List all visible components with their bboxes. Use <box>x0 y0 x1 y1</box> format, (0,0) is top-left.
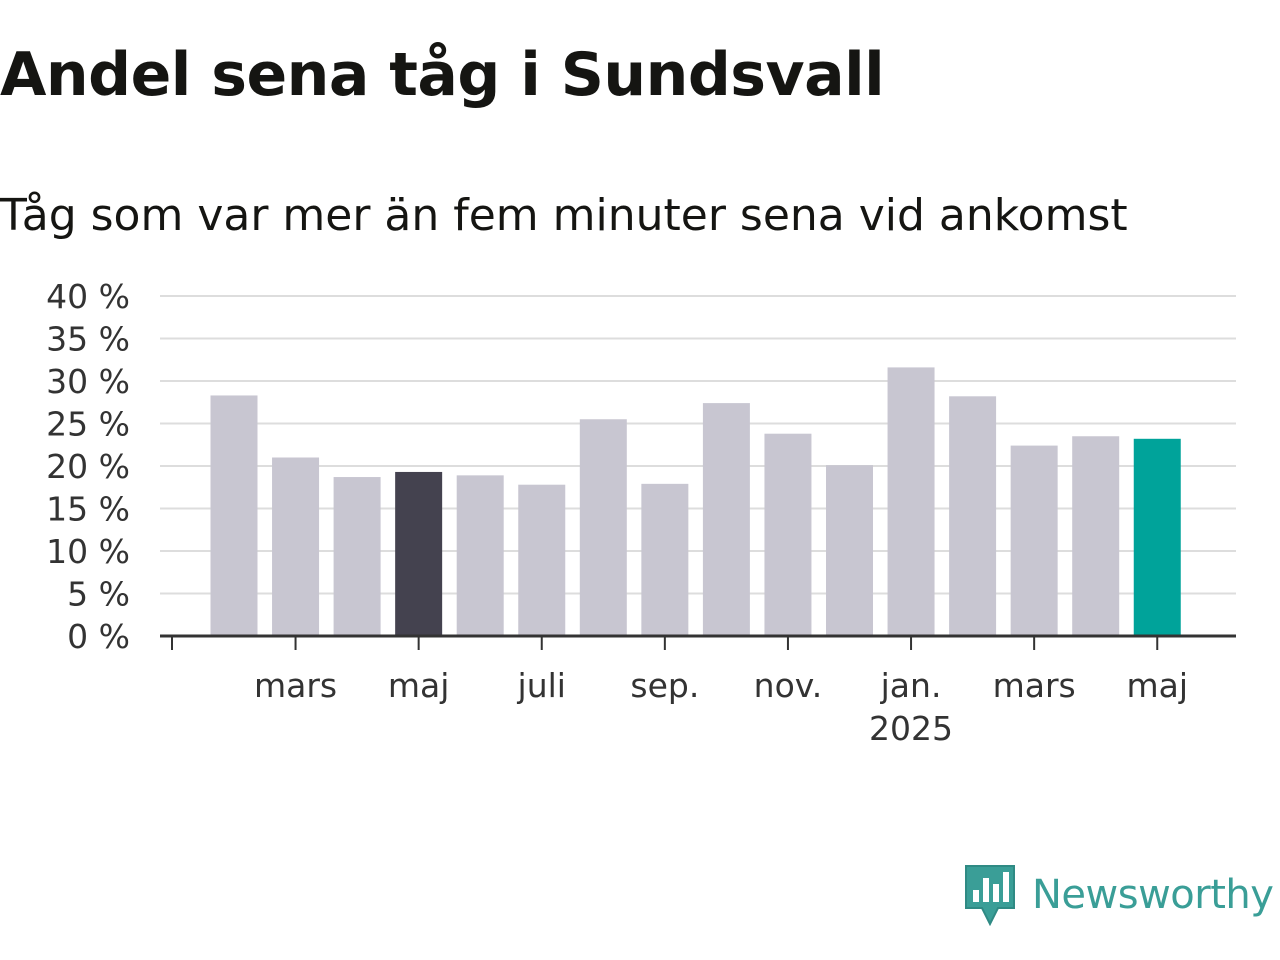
bar-2024-03 <box>272 457 320 636</box>
y-tick-label: 15 % <box>46 490 130 529</box>
brand-logo: Newsworthy <box>964 864 1274 926</box>
x-tick-label: maj <box>1126 666 1188 705</box>
bar-2025-03 <box>1010 445 1058 636</box>
bar-2025-04 <box>1072 436 1120 636</box>
x-tick-label: juli <box>517 666 566 705</box>
bar-2024-07 <box>518 484 566 636</box>
bar-2024-10 <box>702 403 750 636</box>
bar-2025-05 <box>1133 438 1181 636</box>
x-tick-label: jan. <box>880 666 942 705</box>
x-tick-label: mars <box>993 666 1076 705</box>
y-tick-label: 40 % <box>46 277 130 316</box>
y-tick-label: 35 % <box>46 320 130 359</box>
y-tick-label: 10 % <box>46 532 130 571</box>
y-tick-label: 30 % <box>46 362 130 401</box>
x-tick-label: nov. <box>754 666 823 705</box>
x-tick-label: maj <box>388 666 450 705</box>
y-tick-label: 5 % <box>67 575 130 614</box>
bar-2024-04 <box>333 477 381 636</box>
x-tick-sublabel: 2025 <box>869 709 953 748</box>
newsworthy-logo-icon <box>965 865 1015 926</box>
x-tick-label: sep. <box>630 666 699 705</box>
bar-2024-11 <box>764 433 812 636</box>
x-tick-label: mars <box>254 666 337 705</box>
bar-2025-01 <box>887 367 935 636</box>
bar-2024-09 <box>641 483 689 636</box>
bar-2025-02 <box>949 396 997 636</box>
bar-2024-02 <box>210 395 258 636</box>
bar-2024-12 <box>826 465 873 636</box>
chart-title: Andel sena tåg i Sundsvall <box>0 40 885 110</box>
y-tick-label: 25 % <box>46 405 130 444</box>
y-tick-label: 0 % <box>67 617 130 656</box>
chart-subtitle: Tåg som var mer än fem minuter sena vid … <box>0 190 1128 241</box>
bar-chart: 0 %5 % 10 %15 % 20 %25 % 30 %35 % 40 % mars ma… <box>46 277 1236 748</box>
bar-2024-06 <box>456 475 504 636</box>
bar-2024-08 <box>579 419 627 636</box>
y-tick-label: 20 % <box>46 447 130 486</box>
brand-name: Newsworthy <box>1032 872 1274 918</box>
bar-2024-05 <box>395 471 443 636</box>
